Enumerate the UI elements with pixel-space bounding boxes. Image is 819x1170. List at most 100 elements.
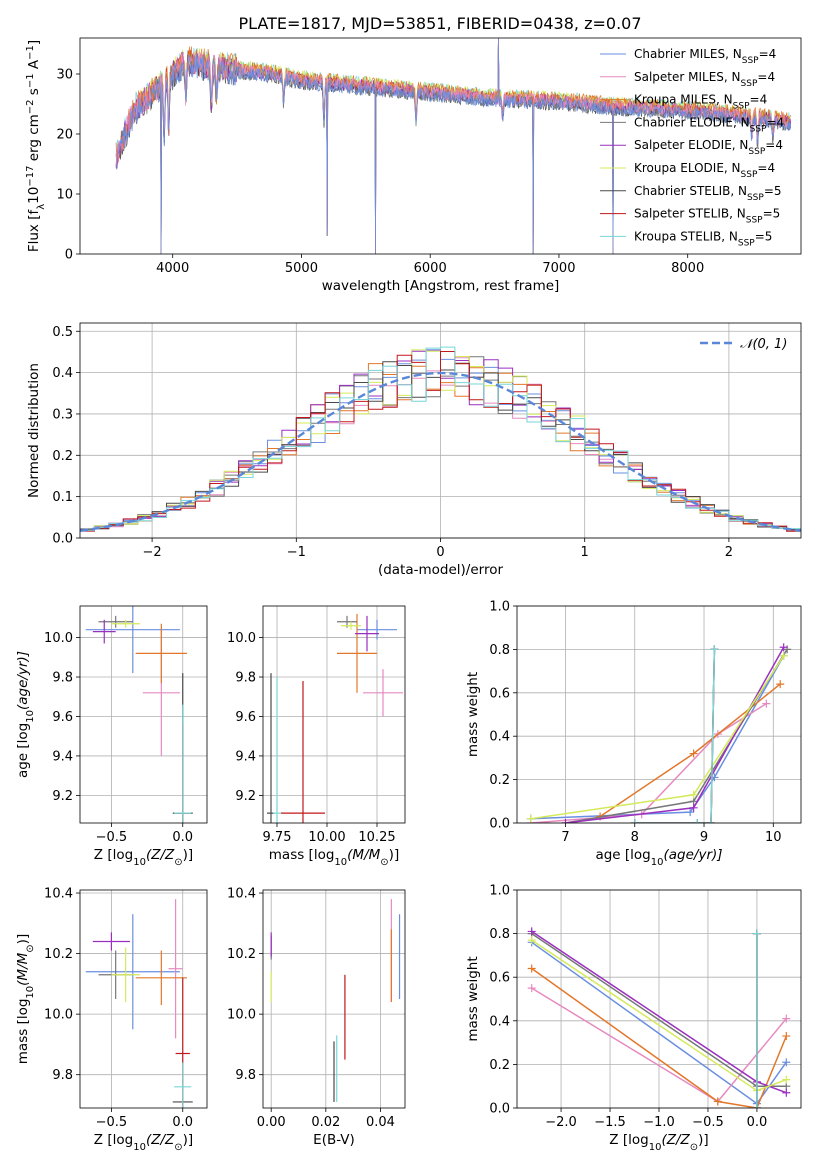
y-tick-label: 9.6 bbox=[52, 710, 73, 725]
legend-label: Chabrier MILES, NSSP=4 bbox=[634, 47, 776, 66]
y-axis-label: Normed distribution bbox=[26, 363, 42, 498]
x-tick-label: 0 bbox=[436, 545, 444, 560]
plot-area bbox=[267, 613, 403, 823]
legend-label: Salpeter STELIB, NSSP=5 bbox=[634, 207, 780, 226]
figure-title: PLATE=1817, MJD=53851, FIBERID=0438, z=0… bbox=[238, 14, 641, 33]
errorbar-point-4 bbox=[92, 932, 130, 951]
weight-marker bbox=[782, 1014, 791, 1023]
x-tick-label: 9.75 bbox=[263, 830, 292, 845]
axes-frame bbox=[262, 605, 406, 824]
legend-label: Kroupa STELIB, NSSP=5 bbox=[634, 229, 772, 248]
y-axis-label: age [log10(age/yr)] bbox=[15, 651, 36, 778]
axes-frame bbox=[79, 37, 802, 255]
weight-marker bbox=[782, 1075, 791, 1084]
x-axis-label: age [log10(age/yr)] bbox=[595, 847, 722, 868]
weight-marker bbox=[779, 651, 788, 660]
x-tick-label: 2 bbox=[725, 545, 733, 560]
weight-marker bbox=[527, 984, 536, 993]
y-axis-label: mass [log10(M/M⊙)] bbox=[15, 934, 36, 1064]
y-tick-label: 0.2 bbox=[489, 1058, 510, 1073]
x-tick-label: −0.5 bbox=[96, 1115, 128, 1130]
legend-label: Chabrier STELIB, NSSP=5 bbox=[634, 184, 782, 203]
y-tick-label: 0.0 bbox=[489, 1102, 510, 1117]
y-tick-label: 9.2 bbox=[52, 789, 73, 804]
errorbar-point-5 bbox=[341, 621, 361, 630]
errorbar-point-2 bbox=[135, 950, 188, 1006]
weight-marker bbox=[762, 699, 771, 708]
x-axis-label: E(B-V) bbox=[313, 1132, 355, 1148]
y-axis-label: mass weight bbox=[465, 672, 481, 757]
errorbar-point-2 bbox=[135, 623, 188, 683]
x-tick-label: −0.5 bbox=[96, 830, 128, 845]
plot-area bbox=[270, 899, 401, 1102]
x-tick-label: 9 bbox=[700, 830, 708, 845]
x-tick-label: −0.5 bbox=[692, 1115, 724, 1130]
x-tick-label: 8000 bbox=[671, 261, 704, 276]
x-tick-label: 0.00 bbox=[257, 1115, 286, 1130]
weight-marker bbox=[526, 814, 535, 823]
y-tick-label: 0.6 bbox=[489, 686, 510, 701]
errorbar-point-0 bbox=[85, 606, 180, 674]
legend-label: Chabrier ELODIE, NSSP=4 bbox=[634, 115, 784, 134]
y-tick-label: 9.6 bbox=[235, 710, 256, 725]
x-tick-label: 10 bbox=[765, 830, 782, 845]
y-tick-label: 0.4 bbox=[52, 366, 73, 381]
y-tick-label: 10.2 bbox=[44, 947, 73, 962]
y-tick-label: 9.2 bbox=[235, 789, 256, 804]
weight-marker bbox=[689, 790, 698, 799]
panel-age-vs-mass: 9.75 10.00 10.25 9.2 9.4 9.6 9.8 10.0 mass [log1… bbox=[227, 605, 406, 868]
x-tick-label: 1 bbox=[581, 545, 589, 560]
x-tick-label: 7 bbox=[561, 830, 569, 845]
errorbar-point-0 bbox=[85, 914, 180, 1030]
plot-area bbox=[115, 38, 792, 254]
normal-reference-curve bbox=[80, 371, 801, 532]
y-tick-label: 10.0 bbox=[44, 631, 73, 646]
errorbar-point-8 bbox=[174, 1062, 192, 1108]
y-tick-label: 1.0 bbox=[489, 884, 510, 899]
y-tick-label: 0.6 bbox=[489, 971, 510, 986]
y-tick-label: 0.5 bbox=[52, 325, 73, 340]
legend-label: Salpeter ELODIE, NSSP=4 bbox=[634, 138, 783, 157]
panel-weight-vs-Z: −2.0 −1.5 −1.0 −0.5 0.0 0.0 0.2 0.4 0.6 0.8 1.0 Z [… bbox=[465, 884, 802, 1153]
panel-mass-vs-ebv: 0.00 0.02 0.04 9.8 10.0 10.2 10.4 E(B-V) bbox=[227, 887, 406, 1148]
errorbar-point-1 bbox=[168, 899, 183, 1039]
y-tick-label: 1.0 bbox=[489, 600, 510, 615]
y-tick-label: 9.8 bbox=[52, 671, 73, 686]
x-tick-label: 10.25 bbox=[358, 830, 395, 845]
plot-area bbox=[527, 927, 791, 1108]
y-tick-label: 10 bbox=[56, 188, 73, 203]
histogram-series-7 bbox=[80, 351, 801, 532]
axes-frame bbox=[516, 889, 802, 1109]
x-tick-label: 0.04 bbox=[366, 1115, 395, 1130]
legend-label: Salpeter MILES, NSSP=4 bbox=[634, 70, 775, 89]
y-tick-label: 10.0 bbox=[227, 1008, 256, 1023]
x-tick-label: 0.0 bbox=[747, 1115, 768, 1130]
weight-marker bbox=[689, 803, 698, 812]
y-axis-label: mass weight bbox=[465, 956, 481, 1041]
x-axis-label: Z [log10(Z/Z⊙)] bbox=[609, 1132, 708, 1153]
y-tick-label: 0.2 bbox=[52, 449, 73, 464]
axes-frame bbox=[516, 605, 802, 824]
plot-area bbox=[526, 643, 792, 823]
weight-marker bbox=[630, 819, 639, 823]
y-tick-label: 0.8 bbox=[489, 927, 510, 942]
weight-marker bbox=[782, 1032, 791, 1041]
y-tick-label: 0.4 bbox=[489, 1014, 510, 1029]
weight-marker bbox=[779, 643, 788, 652]
x-tick-label: 8 bbox=[631, 830, 639, 845]
weight-marker bbox=[527, 936, 536, 945]
legend-label: 𝒩(0, 1) bbox=[740, 337, 787, 352]
axes-frame bbox=[262, 889, 406, 1109]
errorbar-point-7 bbox=[281, 680, 325, 823]
x-axis-label: Z [log10(Z/Z⊙)] bbox=[94, 1132, 193, 1153]
y-tick-label: 0.2 bbox=[489, 773, 510, 788]
y-tick-label: 10.0 bbox=[44, 1008, 73, 1023]
weight-marker bbox=[713, 1097, 722, 1106]
weight-marker bbox=[782, 1058, 791, 1067]
weight-marker bbox=[782, 1088, 791, 1097]
plot-area bbox=[85, 606, 193, 823]
errorbar-point-0 bbox=[357, 619, 397, 640]
errorbar-point-4 bbox=[92, 619, 116, 644]
errorbar-point-8 bbox=[174, 704, 192, 823]
